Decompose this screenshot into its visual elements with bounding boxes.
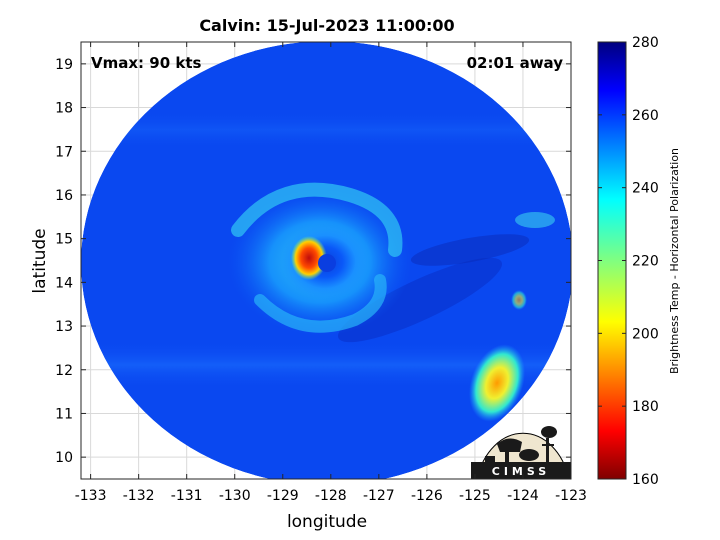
y-axis-label: latitude <box>30 228 50 293</box>
eye <box>318 254 336 272</box>
spiral-arm-2 <box>254 274 387 333</box>
dark-streak <box>337 257 503 343</box>
colorbar-tick-label: 280 <box>632 35 659 51</box>
y-tick-label: 18 <box>55 101 73 117</box>
x-tick-label: -132 <box>123 488 155 504</box>
y-tick-label: 10 <box>55 450 73 466</box>
x-tick-label: -133 <box>75 488 107 504</box>
x-tick-label: -123 <box>555 488 587 504</box>
x-tick-label: -127 <box>363 488 395 504</box>
x-tick-label: -129 <box>267 488 299 504</box>
logo-text: CIMSS <box>492 465 550 478</box>
colorbar-tick-label: 160 <box>632 472 659 488</box>
x-tick-label: -128 <box>315 488 347 504</box>
colorbar-tick-label: 220 <box>632 254 659 270</box>
convective-patch <box>468 344 526 422</box>
vmax-label: Vmax: 90 kts <box>91 54 201 72</box>
colorbar-tick-label: 200 <box>632 326 659 342</box>
y-tick-label: 13 <box>55 319 73 335</box>
y-tick-label: 12 <box>55 363 73 379</box>
x-tick-label: -130 <box>219 488 251 504</box>
y-tick-label: 17 <box>55 144 73 160</box>
convective-patch-small <box>511 290 527 310</box>
axes-frame <box>80 41 572 480</box>
x-tick-label: -125 <box>459 488 491 504</box>
colorbar-tick-label: 240 <box>632 181 659 197</box>
x-axis-label: longitude <box>287 512 367 532</box>
x-tick-label: -131 <box>171 488 203 504</box>
colorbar-tick-label: 180 <box>632 399 659 415</box>
time-away-label: 02:01 away <box>467 54 564 72</box>
colorbar <box>597 41 627 480</box>
y-tick-label: 11 <box>55 406 73 422</box>
x-tick-label: -126 <box>411 488 443 504</box>
y-tick-label: 16 <box>55 188 73 204</box>
colorbar-label: Brightness Temp - Horizontal Polarizatio… <box>668 148 681 374</box>
colorbar-ticks: 160 180 200 220 240 260 280 <box>598 35 659 488</box>
chart-title: Calvin: 15-Jul-2023 11:00:00 <box>199 16 454 35</box>
x-tick-label: -124 <box>507 488 539 504</box>
logo-band <box>471 462 571 479</box>
y-tick-label: 14 <box>55 275 73 291</box>
dark-streak-2 <box>410 234 530 266</box>
brightness-temp-swath <box>81 42 571 479</box>
axis-ticks: -133 -132 -131 -130 -129 -128 -127 -126 -125 -124… <box>55 42 587 504</box>
eyewall-core <box>291 236 327 280</box>
colorbar-tick-label: 260 <box>632 108 659 124</box>
cimss-logo: CIMSS <box>471 426 571 480</box>
warm-band-2 <box>81 110 571 150</box>
y-tick-label: 15 <box>55 232 73 248</box>
convective-patch-ne <box>515 212 555 228</box>
spiral-arm <box>231 182 403 257</box>
y-tick-label: 19 <box>55 57 73 73</box>
